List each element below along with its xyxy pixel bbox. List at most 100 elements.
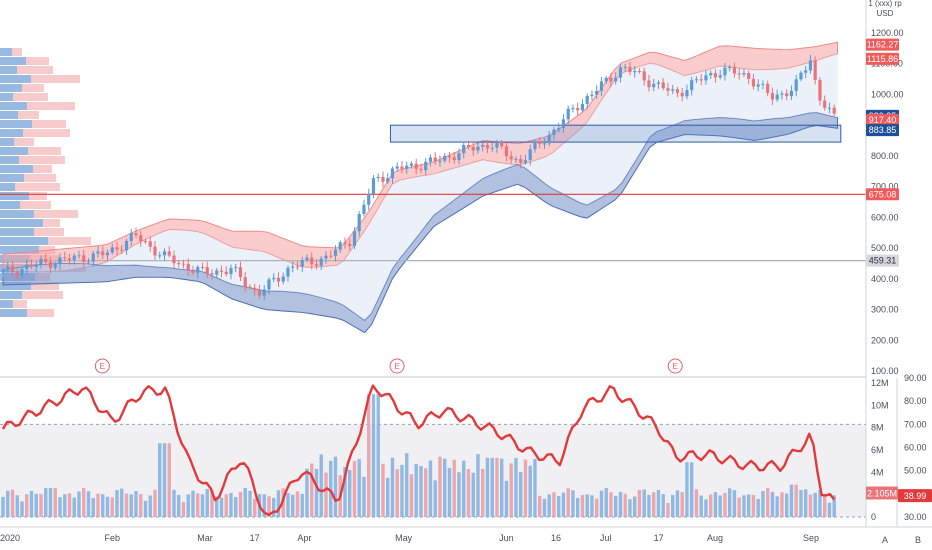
candle-body bbox=[10, 266, 15, 273]
horizontal-lines[interactable] bbox=[0, 193, 866, 262]
volume-bar bbox=[737, 497, 741, 517]
candle-body bbox=[542, 143, 547, 145]
candle-body bbox=[371, 178, 376, 194]
profile-buy-bar bbox=[0, 93, 13, 101]
profile-buy-bar bbox=[0, 219, 43, 227]
candle-body bbox=[637, 71, 642, 73]
price-tag-bg bbox=[866, 113, 899, 126]
volume-bar bbox=[143, 500, 148, 517]
volume-bar bbox=[566, 488, 570, 517]
volume-bar bbox=[314, 468, 319, 517]
candle-body bbox=[272, 277, 276, 280]
price-tag-bg bbox=[866, 254, 899, 267]
bar-style-button[interactable]: B bbox=[915, 535, 921, 545]
volume-bar bbox=[443, 458, 447, 517]
price-tag: 883.85 bbox=[866, 124, 899, 137]
candle-body bbox=[813, 60, 817, 80]
candle-body bbox=[452, 157, 456, 161]
volume-bar bbox=[181, 501, 186, 517]
earnings-circle bbox=[667, 358, 683, 374]
candle-body bbox=[690, 80, 694, 91]
volume-bar bbox=[656, 490, 661, 517]
volume-bar bbox=[732, 490, 737, 517]
volume-bar bbox=[210, 489, 214, 517]
volume-bar bbox=[120, 488, 124, 517]
time-tick-label: 17 bbox=[250, 533, 260, 543]
candle-body bbox=[58, 257, 62, 265]
volume-bar bbox=[495, 457, 499, 517]
price-tag-bg bbox=[866, 124, 899, 137]
volume-bar bbox=[58, 497, 62, 517]
auto-scale-button[interactable]: A bbox=[882, 535, 888, 545]
time-tick-label: Mar bbox=[197, 533, 213, 543]
candle-body bbox=[818, 79, 822, 101]
profile-buy-bar bbox=[0, 57, 26, 65]
candle-body bbox=[338, 242, 342, 250]
price-tag: 917.40 bbox=[866, 113, 899, 126]
candle-body bbox=[400, 166, 404, 169]
volume-bar bbox=[219, 497, 224, 517]
profile-buy-bar bbox=[0, 246, 39, 254]
currency-label[interactable]: USD bbox=[877, 9, 894, 18]
middle-band-fill bbox=[3, 53, 838, 321]
candle-body bbox=[751, 78, 756, 87]
volume-bar bbox=[438, 456, 442, 517]
volume-bar bbox=[651, 492, 656, 517]
earnings-marker[interactable]: E bbox=[94, 358, 110, 374]
volume-bar bbox=[6, 490, 10, 517]
earnings-marker[interactable]: E bbox=[389, 358, 405, 374]
volume-bar bbox=[452, 459, 456, 517]
candle-body bbox=[485, 144, 490, 149]
volume-bar bbox=[224, 494, 228, 517]
candle-body bbox=[823, 100, 827, 108]
volume-bar bbox=[775, 496, 779, 517]
price-axis[interactable]: 1200.001100.001000.00900.00800.00700.006… bbox=[871, 28, 904, 376]
volume-bar bbox=[761, 490, 765, 517]
volume-bar bbox=[670, 495, 675, 517]
candle-body bbox=[134, 233, 138, 236]
price-tag: 1162.27 bbox=[866, 38, 899, 51]
volume-bar bbox=[595, 498, 599, 517]
candle-body bbox=[1, 269, 5, 273]
time-axis[interactable]: 2020 Feb Mar 17 Apr May Jun 16 Jul 17 Aug Sep bbox=[0, 533, 819, 543]
volume-bar bbox=[305, 468, 309, 517]
candle-body bbox=[595, 90, 599, 95]
volume-tick-label: 12M bbox=[871, 378, 889, 388]
volume-bar bbox=[367, 394, 371, 517]
candle-body bbox=[143, 241, 148, 243]
candle-body bbox=[647, 80, 651, 88]
candle-body bbox=[124, 240, 129, 251]
volume-bar bbox=[295, 491, 300, 517]
volume-tick-label: 10M bbox=[871, 400, 889, 410]
volume-bar bbox=[39, 493, 43, 517]
volume-profile bbox=[0, 48, 91, 317]
volume-bar bbox=[129, 494, 133, 517]
price-tick-label: 800.00 bbox=[871, 151, 899, 161]
price-tag: 459.31 bbox=[866, 254, 899, 267]
candle-body bbox=[139, 235, 143, 242]
candle-body bbox=[324, 255, 328, 259]
price-tick-label: 300.00 bbox=[871, 305, 899, 315]
candle-body bbox=[224, 271, 228, 275]
candle-body bbox=[557, 127, 561, 130]
earnings-marker[interactable]: E bbox=[667, 358, 683, 374]
candle-body bbox=[571, 108, 575, 110]
candle-body bbox=[291, 266, 295, 268]
candle-body bbox=[177, 263, 181, 265]
volume-bar bbox=[818, 490, 822, 517]
support-zone[interactable] bbox=[389, 124, 842, 143]
profile-sell-bar bbox=[0, 291, 63, 299]
currency-header: 1 (xxx) rp bbox=[868, 0, 902, 8]
profile-buy-bar bbox=[0, 147, 28, 155]
candle-body bbox=[671, 89, 675, 91]
volume-bar bbox=[552, 492, 556, 517]
candle-body bbox=[148, 241, 152, 247]
candle-body bbox=[381, 176, 385, 182]
volume-bar bbox=[20, 501, 24, 517]
candle-body bbox=[414, 163, 418, 169]
volume-axis[interactable]: 12M10M8M6M4M2M0 bbox=[871, 378, 889, 522]
volume-bar bbox=[186, 494, 190, 517]
last-volume-tag: 2.105M bbox=[866, 486, 898, 500]
